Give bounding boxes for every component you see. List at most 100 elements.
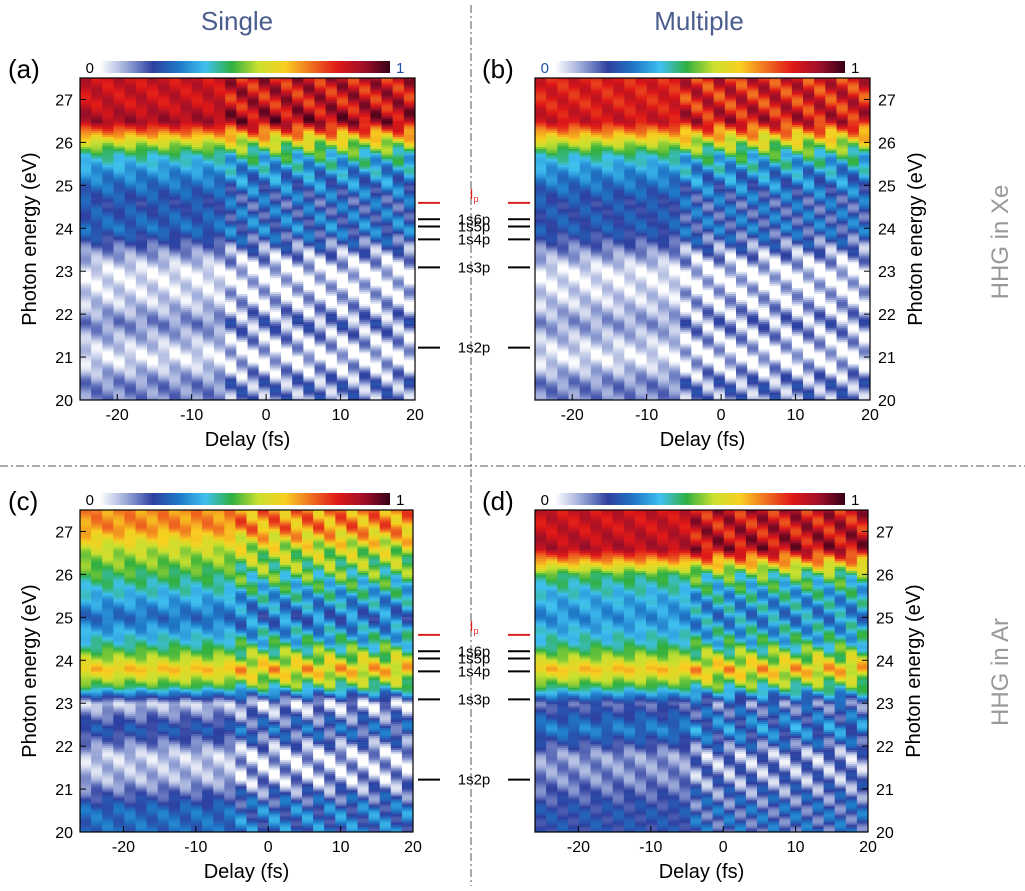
heatmap-cell	[135, 180, 148, 184]
heatmap-cell	[269, 140, 282, 143]
heatmap-cell	[403, 315, 415, 319]
heatmap-cell	[403, 383, 415, 387]
heatmap-cell	[269, 94, 282, 97]
heatmap-cell	[303, 271, 316, 274]
heatmap-cell	[102, 241, 115, 244]
heatmap-cell	[281, 218, 293, 222]
heatmap-cell	[281, 212, 293, 216]
heatmap-cell	[113, 359, 126, 363]
heatmap-cell	[269, 267, 282, 270]
heatmap-cell	[180, 275, 193, 278]
heatmap-cell	[348, 174, 360, 178]
heatmap-cell	[348, 343, 360, 347]
heatmap-cell	[202, 190, 215, 194]
heatmap-cell	[258, 371, 271, 375]
heatmap-cell	[325, 176, 338, 180]
heatmap-cell	[91, 88, 103, 91]
heatmap-cell	[281, 112, 293, 115]
heatmap-cell	[169, 176, 182, 180]
heatmap-cell	[225, 371, 237, 375]
heatmap-cell	[202, 369, 215, 373]
heatmap-cell	[258, 144, 271, 148]
heatmap-cell	[124, 339, 137, 343]
heatmap-cell	[370, 283, 383, 286]
heatmap-cell	[169, 295, 182, 298]
heatmap-cell	[135, 269, 148, 272]
heatmap-cell	[381, 206, 394, 210]
heatmap-cell	[147, 138, 159, 141]
heatmap-cell	[113, 198, 126, 202]
heatmap-cell	[202, 120, 215, 123]
heatmap-cell	[169, 234, 182, 238]
heatmap-cell	[359, 355, 371, 359]
heatmap-cell	[102, 263, 115, 266]
heatmap-cell	[80, 212, 92, 216]
heatmap-cell	[102, 126, 115, 129]
heatmap-cell	[348, 291, 360, 294]
heatmap-cell	[236, 285, 249, 288]
heatmap-cell	[180, 214, 193, 218]
heatmap-cell	[169, 265, 182, 268]
heatmap-cell	[247, 277, 260, 280]
heatmap-cell	[392, 393, 405, 397]
heatmap-cell	[191, 156, 204, 160]
heatmap-cell	[135, 86, 148, 89]
heatmap-cell	[325, 293, 338, 296]
heatmap-cell	[214, 263, 226, 266]
heatmap-cell	[359, 186, 371, 190]
heatmap-cell	[247, 357, 260, 361]
heatmap-cell	[236, 241, 249, 244]
heatmap-cell	[80, 247, 92, 250]
heatmap-cell	[225, 124, 237, 127]
heatmap-cell	[180, 323, 193, 327]
heatmap-cell	[314, 152, 327, 156]
heatmap-cell	[392, 170, 405, 174]
heatmap-cell	[191, 243, 204, 246]
heatmap-cell	[403, 263, 415, 266]
heatmap-cell	[348, 309, 360, 313]
heatmap-cell	[325, 230, 338, 234]
heatmap-cell	[292, 303, 304, 307]
heatmap-cell	[158, 136, 170, 139]
heatmap-cell	[102, 251, 115, 254]
heatmap-cell	[247, 92, 260, 95]
heatmap-cell	[113, 148, 126, 152]
heatmap-cell	[113, 182, 126, 186]
heatmap-cell	[403, 303, 415, 307]
heatmap-cell	[80, 236, 92, 240]
heatmap-cell	[281, 138, 293, 141]
heatmap-cell	[836, 391, 849, 395]
heatmap-cell	[269, 367, 282, 371]
heatmap-cell	[281, 92, 293, 95]
heatmap-cell	[825, 391, 838, 395]
heatmap-cell	[180, 190, 193, 194]
heatmap-cell	[370, 257, 383, 260]
heatmap-cell	[392, 267, 405, 270]
heatmap-cell	[91, 251, 103, 254]
heatmap-cell	[303, 295, 316, 298]
heatmap-cell	[214, 208, 226, 212]
heatmap-cell	[314, 325, 327, 329]
heatmap-cell	[91, 363, 103, 367]
heatmap-cell	[314, 222, 327, 226]
heatmap-cell	[381, 397, 394, 400]
heatmap-cell	[370, 325, 383, 329]
heatmap-cell	[281, 273, 293, 276]
heatmap-cell	[202, 343, 215, 347]
heatmap-cell	[236, 224, 249, 228]
heatmap-cell	[158, 321, 170, 325]
heatmap-cell	[247, 200, 260, 204]
heatmap-cell	[258, 239, 271, 242]
heatmap-cell	[303, 222, 316, 226]
heatmap-cell	[281, 251, 293, 254]
heatmap-cell	[225, 257, 237, 260]
heatmap-cell	[269, 279, 282, 282]
heatmap-cell	[292, 369, 304, 373]
heatmap-cell	[258, 96, 271, 99]
heatmap-cell	[80, 253, 92, 256]
heatmap-cell	[680, 397, 692, 400]
heatmap-cell	[80, 249, 92, 252]
heatmap-cell	[836, 397, 849, 400]
heatmap-cell	[135, 102, 148, 105]
